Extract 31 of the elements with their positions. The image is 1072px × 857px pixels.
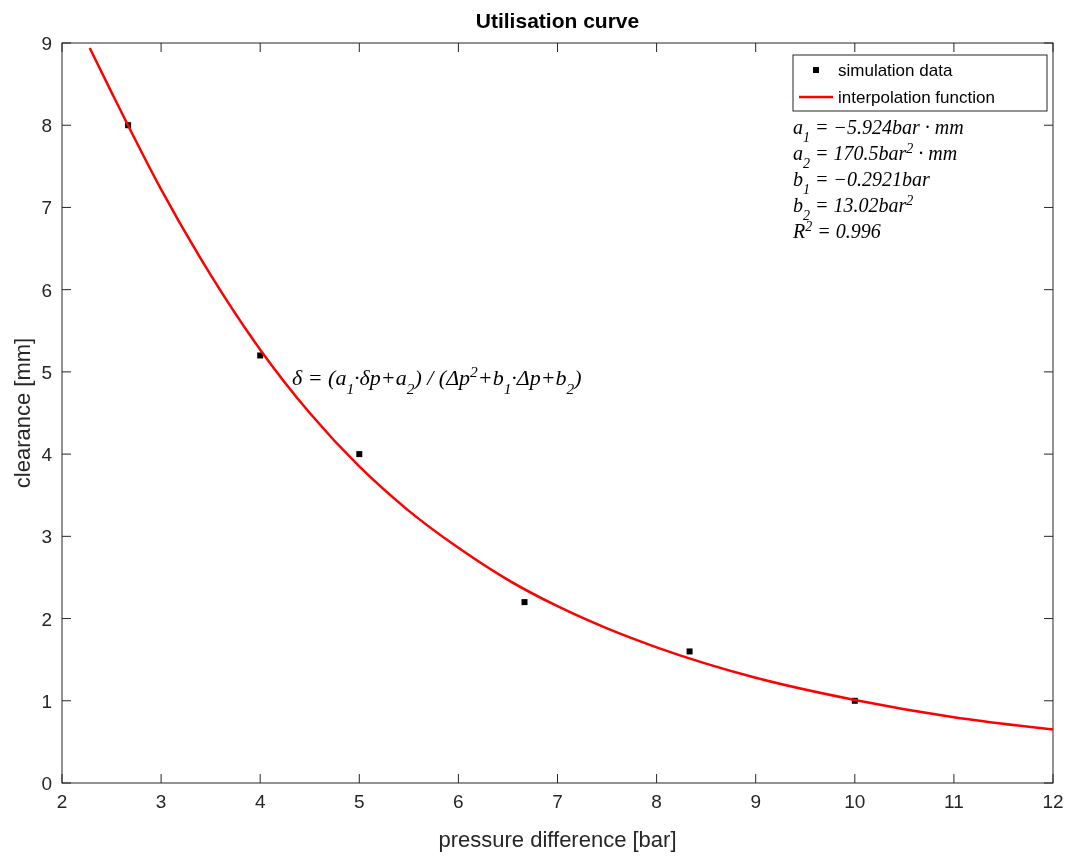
x-tick-label: 8 — [651, 791, 662, 812]
x-tick-label: 9 — [750, 791, 761, 812]
y-tick-label: 2 — [41, 608, 52, 630]
y-tick-label: 0 — [41, 773, 52, 794]
point — [686, 648, 693, 655]
y-tick-label: 8 — [41, 115, 52, 137]
y-tick-label: 9 — [41, 33, 52, 54]
line-series — [88, 46, 1055, 731]
x-axis-title: pressure difference [bar] — [438, 827, 677, 852]
x-tick-label: 4 — [254, 791, 266, 812]
y-tick-label: 1 — [41, 690, 52, 712]
x-tick-label: 10 — [844, 791, 866, 812]
y-tick-label: 4 — [41, 444, 53, 466]
y-axis-title: clearance [mm] — [10, 337, 35, 489]
point — [356, 451, 363, 458]
x-tick-label: 6 — [453, 791, 464, 812]
chart-title: Utilisation curve — [475, 9, 640, 32]
point — [521, 599, 528, 606]
x-tick-label: 2 — [56, 791, 68, 812]
y-tick-label: 3 — [41, 526, 52, 548]
y-tick-label: 6 — [41, 279, 52, 301]
y-tick-label: 5 — [41, 361, 52, 383]
legend-label: simulation data — [838, 61, 953, 80]
x-tick-label: 3 — [155, 791, 167, 812]
x-tick-label: 7 — [552, 791, 563, 812]
legend-label: interpolation function — [838, 88, 995, 107]
x-tick-label: 12 — [1042, 791, 1064, 812]
text: δ = (a$_{1}$·δp+a$_{2}$) / (Δp$^{2}$+b$_{1}$·Δp+b$_{2}$) — [292, 362, 582, 397]
x-tick-label: 5 — [354, 791, 365, 812]
y-tick-label: 7 — [41, 197, 52, 219]
x-tick-label: 11 — [944, 791, 964, 812]
